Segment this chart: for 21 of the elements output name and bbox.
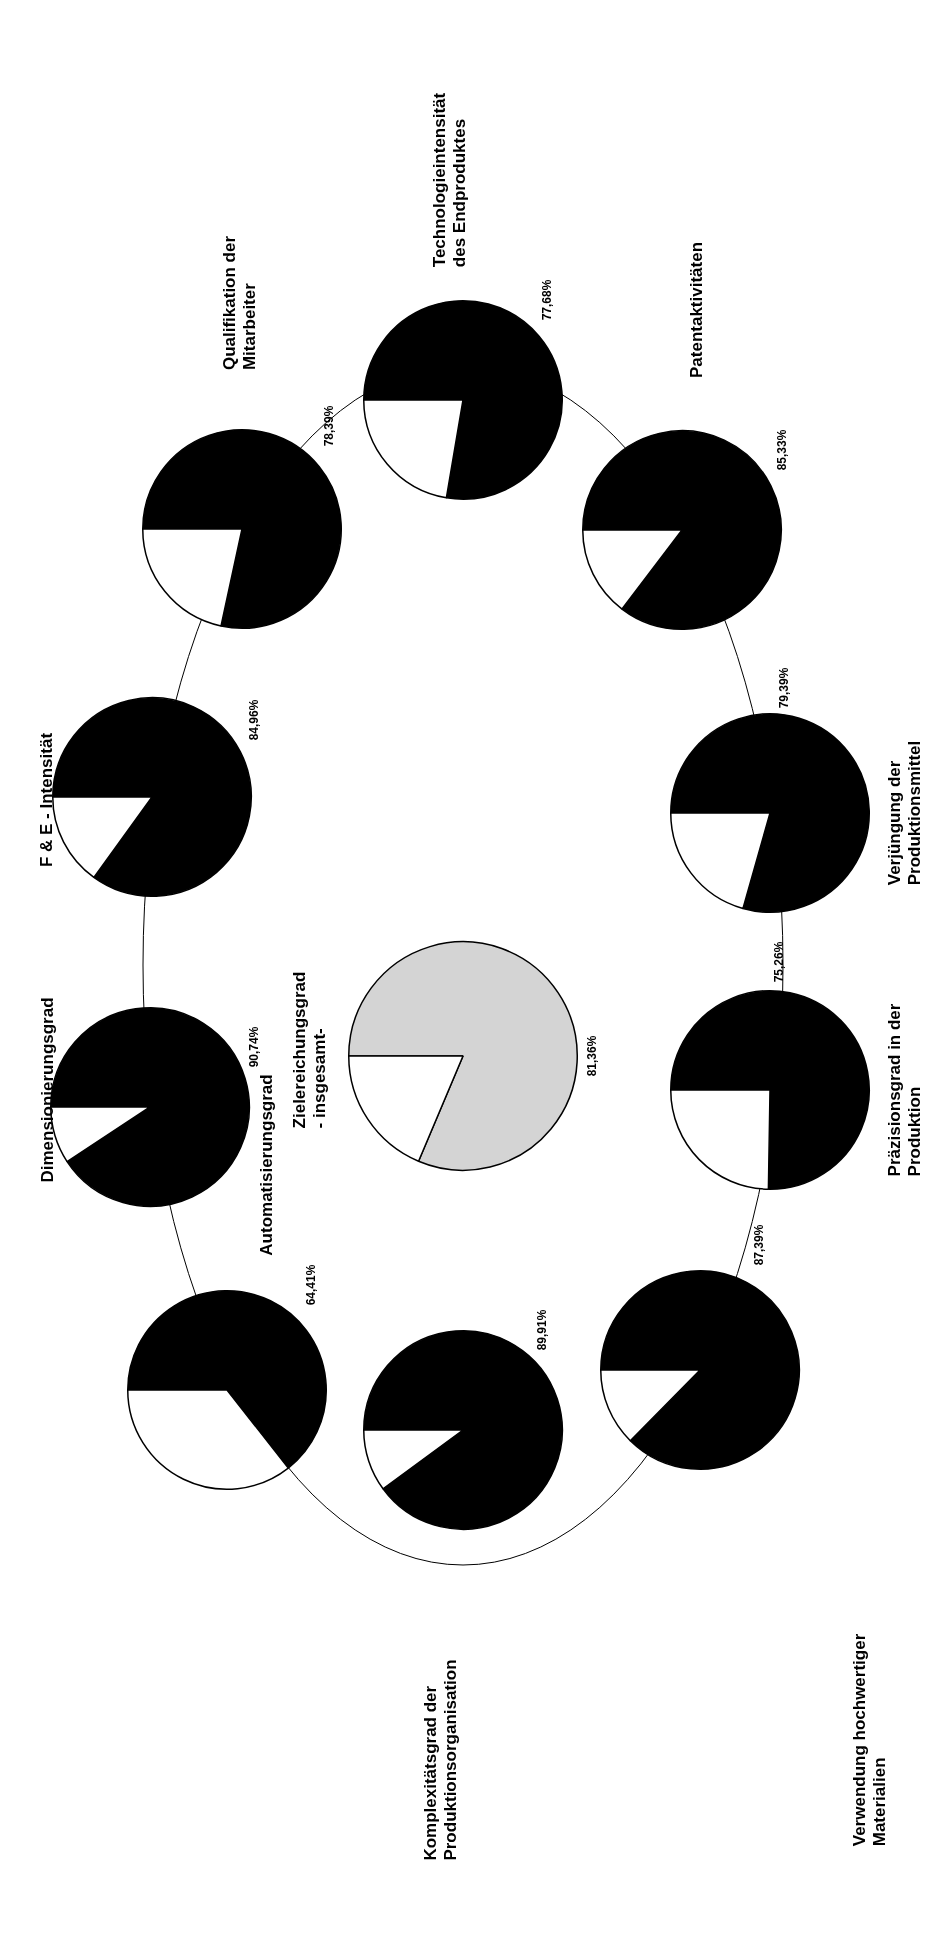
data-label: 75,26% [772, 941, 787, 983]
text: Zielereichungsgrad - insgesamt- [289, 971, 330, 1129]
chart-title: Technologieintensität des Endproduktes [430, 92, 471, 268]
chart-title: Patentaktivitäten [687, 241, 707, 379]
chart-title: Automatisierungsgrad [256, 1074, 277, 1256]
data-label: 85,33% [775, 429, 790, 471]
data-label: 79,39% [777, 667, 792, 709]
data-label: 84,96% [247, 699, 262, 741]
data-label: 87,39% [752, 1224, 767, 1266]
text: Verwendung hochwertiger Materialien [849, 1633, 890, 1847]
text: F & E - Intensität [37, 732, 58, 868]
data-label: 78,39% [322, 405, 337, 447]
data-label: 64,41% [304, 1264, 319, 1306]
data-label: 90,74% [247, 1026, 262, 1068]
data-label: 81,36% [585, 1035, 600, 1077]
data-label: 89,91% [535, 1309, 550, 1351]
text: Verjüngung der Produktionsmittel [884, 740, 925, 886]
text: Komplexitätsgrad der Produktionsorganisation [420, 1659, 461, 1861]
data-label: 77,68% [540, 279, 555, 321]
chart-title: Qualifikation der Mitarbeiter [220, 235, 261, 371]
text: Präzisionsgrad in der Produktion [884, 1003, 925, 1177]
